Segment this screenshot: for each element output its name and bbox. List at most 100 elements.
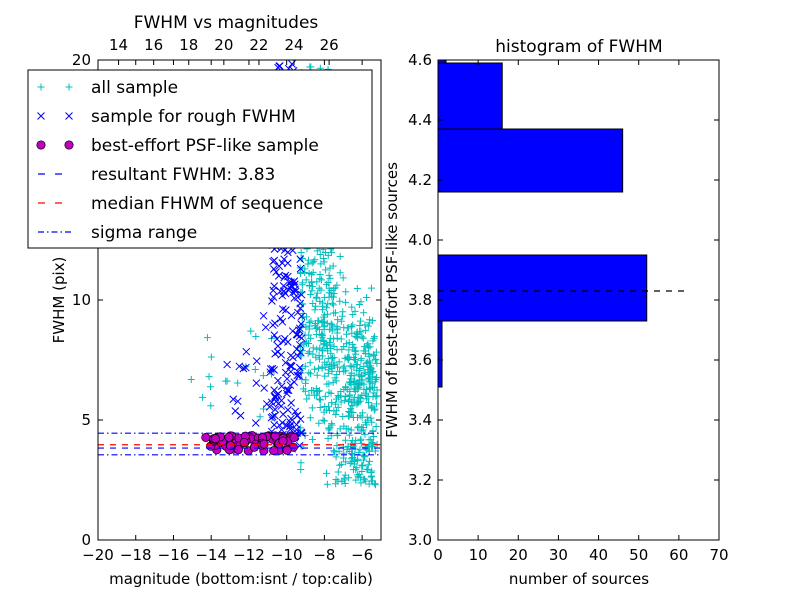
data-point-cross — [287, 281, 296, 290]
data-point-plus — [360, 343, 368, 351]
data-point-plus — [316, 251, 324, 259]
data-point-plus — [360, 475, 368, 483]
data-point-cross — [279, 282, 288, 290]
data-point-plus — [352, 356, 360, 364]
data-point-plus — [304, 349, 312, 357]
data-point-plus — [328, 299, 336, 307]
data-point-plus — [301, 362, 309, 370]
data-point-cross — [261, 323, 270, 332]
data-point-cross — [283, 374, 291, 383]
data-point-plus — [302, 276, 310, 284]
data-point-plus — [365, 457, 373, 465]
data-point-cross — [271, 411, 279, 420]
x-tick-label: 60 — [669, 546, 688, 564]
data-point-plus — [363, 465, 371, 473]
data-point-plus — [326, 341, 334, 349]
data-point-cross — [267, 413, 276, 422]
data-point-plus — [328, 249, 336, 257]
data-point-plus — [355, 384, 363, 392]
data-point-plus — [298, 279, 306, 287]
histogram-bar — [437, 320, 443, 388]
data-point-plus — [320, 338, 328, 346]
data-point-plus — [316, 297, 324, 305]
data-point-plus — [364, 461, 372, 469]
data-point-cross — [242, 363, 250, 372]
x-tick-label: −20 — [82, 546, 114, 564]
data-point-plus — [308, 436, 316, 444]
data-point-plus — [326, 264, 334, 272]
y-tick-label: 4.0 — [408, 231, 432, 249]
legend: all sample sample for rough FWHM best-effo… — [27, 69, 373, 249]
data-point-cross — [278, 291, 287, 300]
data-point-cross — [286, 421, 295, 430]
data-point-plus — [366, 363, 374, 371]
data-point-plus — [320, 325, 328, 333]
data-point-plus — [368, 477, 376, 485]
top-tick-label: 16 — [144, 36, 163, 54]
data-point-plus — [352, 436, 360, 444]
data-point-plus — [348, 455, 356, 463]
data-point-plus — [330, 290, 338, 298]
data-point-circle — [233, 445, 243, 455]
data-point-plus — [247, 327, 255, 335]
data-point-plus — [336, 269, 344, 277]
data-point-cross — [269, 293, 278, 302]
x-tick-label: 30 — [549, 546, 568, 564]
data-point-plus — [332, 411, 340, 419]
y-tick-label: 20 — [72, 51, 91, 69]
data-point-plus — [350, 385, 358, 393]
data-point-plus — [328, 399, 336, 407]
data-point-plus — [187, 376, 195, 384]
data-point-plus — [360, 309, 368, 317]
data-point-cross — [281, 358, 290, 367]
data-point-plus — [358, 333, 366, 341]
data-point-cross — [259, 311, 268, 320]
data-point-plus — [333, 442, 341, 450]
data-point-plus — [308, 287, 316, 295]
data-point-cross — [287, 399, 296, 407]
data-point-plus — [361, 321, 369, 329]
data-point-plus — [306, 359, 314, 367]
histogram-bars — [437, 59, 648, 388]
data-point-plus — [340, 422, 348, 430]
data-point-plus — [363, 395, 371, 403]
data-point-plus — [353, 284, 361, 292]
data-point-plus — [321, 318, 329, 326]
legend-entry: median FHWM of sequence — [38, 194, 323, 214]
data-point-plus — [323, 469, 331, 477]
data-point-plus — [356, 397, 364, 405]
data-point-plus — [65, 83, 73, 91]
data-point-plus — [356, 473, 364, 481]
data-point-cross — [274, 342, 282, 350]
data-point-cross — [239, 364, 248, 373]
data-point-plus — [354, 455, 362, 463]
data-point-plus — [366, 374, 374, 382]
x-tick-label: −6 — [351, 546, 373, 564]
data-point-plus — [371, 481, 379, 489]
data-point-cross — [296, 415, 305, 424]
data-point-plus — [358, 461, 366, 469]
y-tick-label: 3.8 — [408, 291, 432, 309]
data-point-plus — [370, 383, 378, 391]
data-point-plus — [319, 318, 327, 326]
data-point-plus — [348, 398, 356, 406]
data-point-plus — [372, 374, 380, 382]
data-point-plus — [359, 462, 367, 470]
top-tick-label: 26 — [320, 36, 339, 54]
data-point-plus — [333, 329, 341, 337]
data-point-plus — [316, 404, 324, 412]
data-point-plus — [316, 275, 324, 283]
data-point-plus — [308, 386, 316, 394]
data-point-cross — [274, 272, 283, 280]
data-point-plus — [198, 393, 206, 401]
data-point-plus — [342, 288, 350, 296]
data-point-plus — [308, 278, 316, 286]
data-point-plus — [346, 372, 354, 380]
data-point-cross — [235, 362, 244, 371]
data-point-plus — [314, 388, 322, 396]
data-point-plus — [323, 304, 331, 312]
data-point-cross — [37, 112, 45, 120]
data-point-plus — [368, 418, 376, 426]
data-point-cross — [266, 365, 275, 373]
data-point-cross — [251, 419, 260, 427]
